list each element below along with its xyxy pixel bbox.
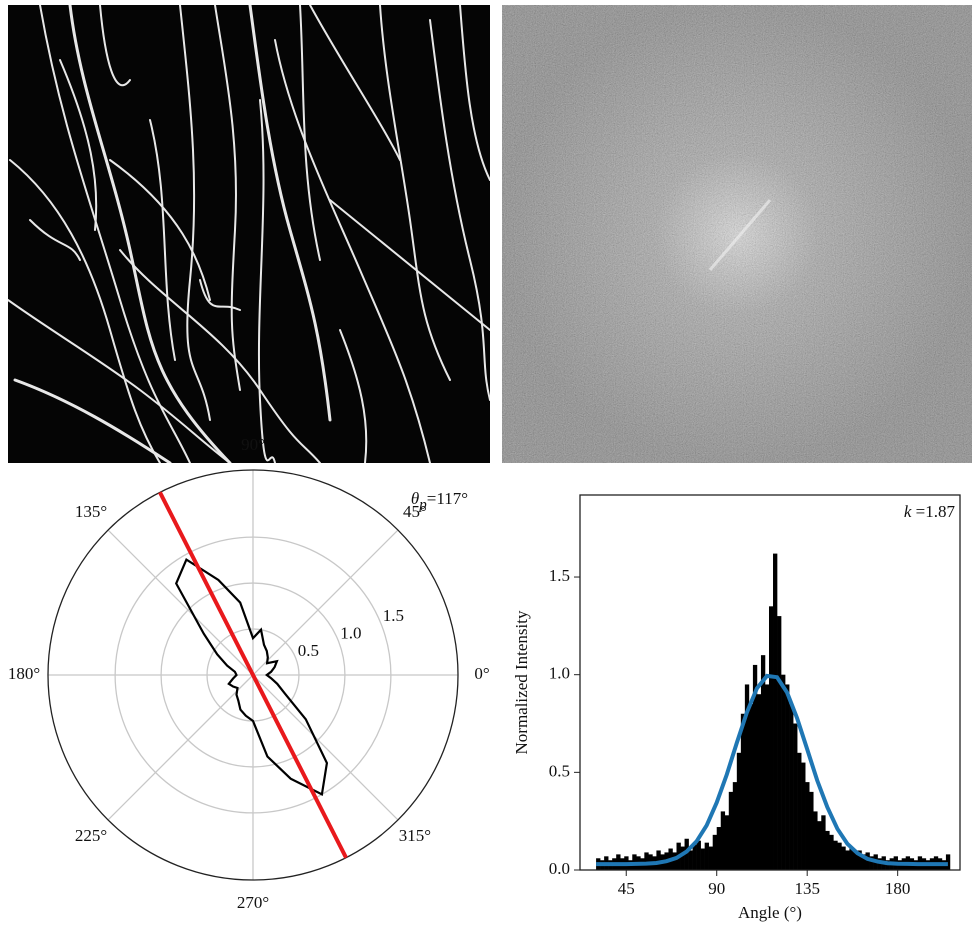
histogram-bar xyxy=(821,815,825,870)
histogram-bar xyxy=(681,847,685,870)
grid-spoke xyxy=(253,675,398,820)
histogram-bar xyxy=(737,753,741,870)
histogram-bar xyxy=(825,831,829,870)
x-axis-label: Angle (°) xyxy=(738,903,802,922)
histogram-bar xyxy=(697,841,701,870)
histogram-bar xyxy=(785,684,789,870)
histogram-bar xyxy=(644,852,648,870)
histogram-bar xyxy=(741,714,745,870)
fiber-image xyxy=(8,5,490,463)
y-tick-label: 1.0 xyxy=(549,664,570,683)
annotation: k =1.87 xyxy=(904,502,956,521)
histogram-bar xyxy=(672,852,676,870)
histogram-bar xyxy=(749,704,753,870)
histogram-bar xyxy=(729,792,733,870)
figure: 0.51.01.50°45°90°135°180°225°270°315°θp=… xyxy=(0,0,972,926)
histogram-bar xyxy=(705,843,709,870)
histogram-bar xyxy=(809,792,813,870)
histogram-bar xyxy=(837,843,841,870)
grid-spoke xyxy=(108,675,253,820)
theta-tick-label: 90° xyxy=(241,435,265,454)
y-tick-label: 1.5 xyxy=(549,566,570,585)
theta-tick-label: 270° xyxy=(237,893,269,912)
r-tick-label: 1.5 xyxy=(383,606,404,625)
annotation: θp=117° xyxy=(411,489,468,514)
histogram-bar xyxy=(717,827,721,870)
histogram-bar xyxy=(797,753,801,870)
theta-tick-label: 225° xyxy=(75,826,107,845)
histogram-bar xyxy=(841,847,845,870)
histogram-bar xyxy=(833,841,837,870)
theta-tick-label: 180° xyxy=(8,664,40,683)
histogram-bar xyxy=(813,811,817,870)
histogram-bar xyxy=(845,850,849,870)
theta-tick-label: 135° xyxy=(75,502,107,521)
histogram-bar xyxy=(761,655,765,870)
histogram-bar xyxy=(713,835,717,870)
histogram-bar xyxy=(725,815,729,870)
histogram-bar xyxy=(656,850,660,870)
histogram-bar xyxy=(689,850,693,870)
x-tick-label: 180 xyxy=(885,879,911,898)
histogram-bar xyxy=(805,782,809,870)
histogram-bar xyxy=(757,694,761,870)
fft-image xyxy=(502,5,972,463)
histogram-bar xyxy=(765,684,769,870)
histogram-bar xyxy=(829,835,833,870)
x-tick-label: 45 xyxy=(618,879,635,898)
histogram-bar xyxy=(789,704,793,870)
histogram-bar xyxy=(769,606,773,870)
histogram-bar xyxy=(709,847,713,870)
histogram-bar xyxy=(733,782,737,870)
y-axis-label: Normalized Intensity xyxy=(512,610,531,754)
x-tick-label: 90 xyxy=(708,879,725,898)
grid-spoke xyxy=(108,530,253,675)
r-tick-label: 1.0 xyxy=(340,623,361,642)
histogram-bar xyxy=(721,811,725,870)
histogram-bar xyxy=(777,616,781,870)
theta-tick-label: 0° xyxy=(474,664,489,683)
histogram-bar xyxy=(817,821,821,870)
theta-tick-label: 315° xyxy=(399,826,431,845)
histogram-bar xyxy=(773,554,777,870)
histogram-bar xyxy=(701,849,705,870)
y-tick-label: 0.5 xyxy=(549,761,570,780)
histogram-bar xyxy=(793,724,797,870)
histogram-bar xyxy=(781,675,785,870)
r-tick-label: 0.5 xyxy=(298,641,319,660)
histogram-bar xyxy=(801,763,805,870)
histogram-bar xyxy=(693,845,697,870)
grid-spoke xyxy=(253,530,398,675)
y-tick-label: 0.0 xyxy=(549,859,570,878)
x-tick-label: 135 xyxy=(794,879,820,898)
